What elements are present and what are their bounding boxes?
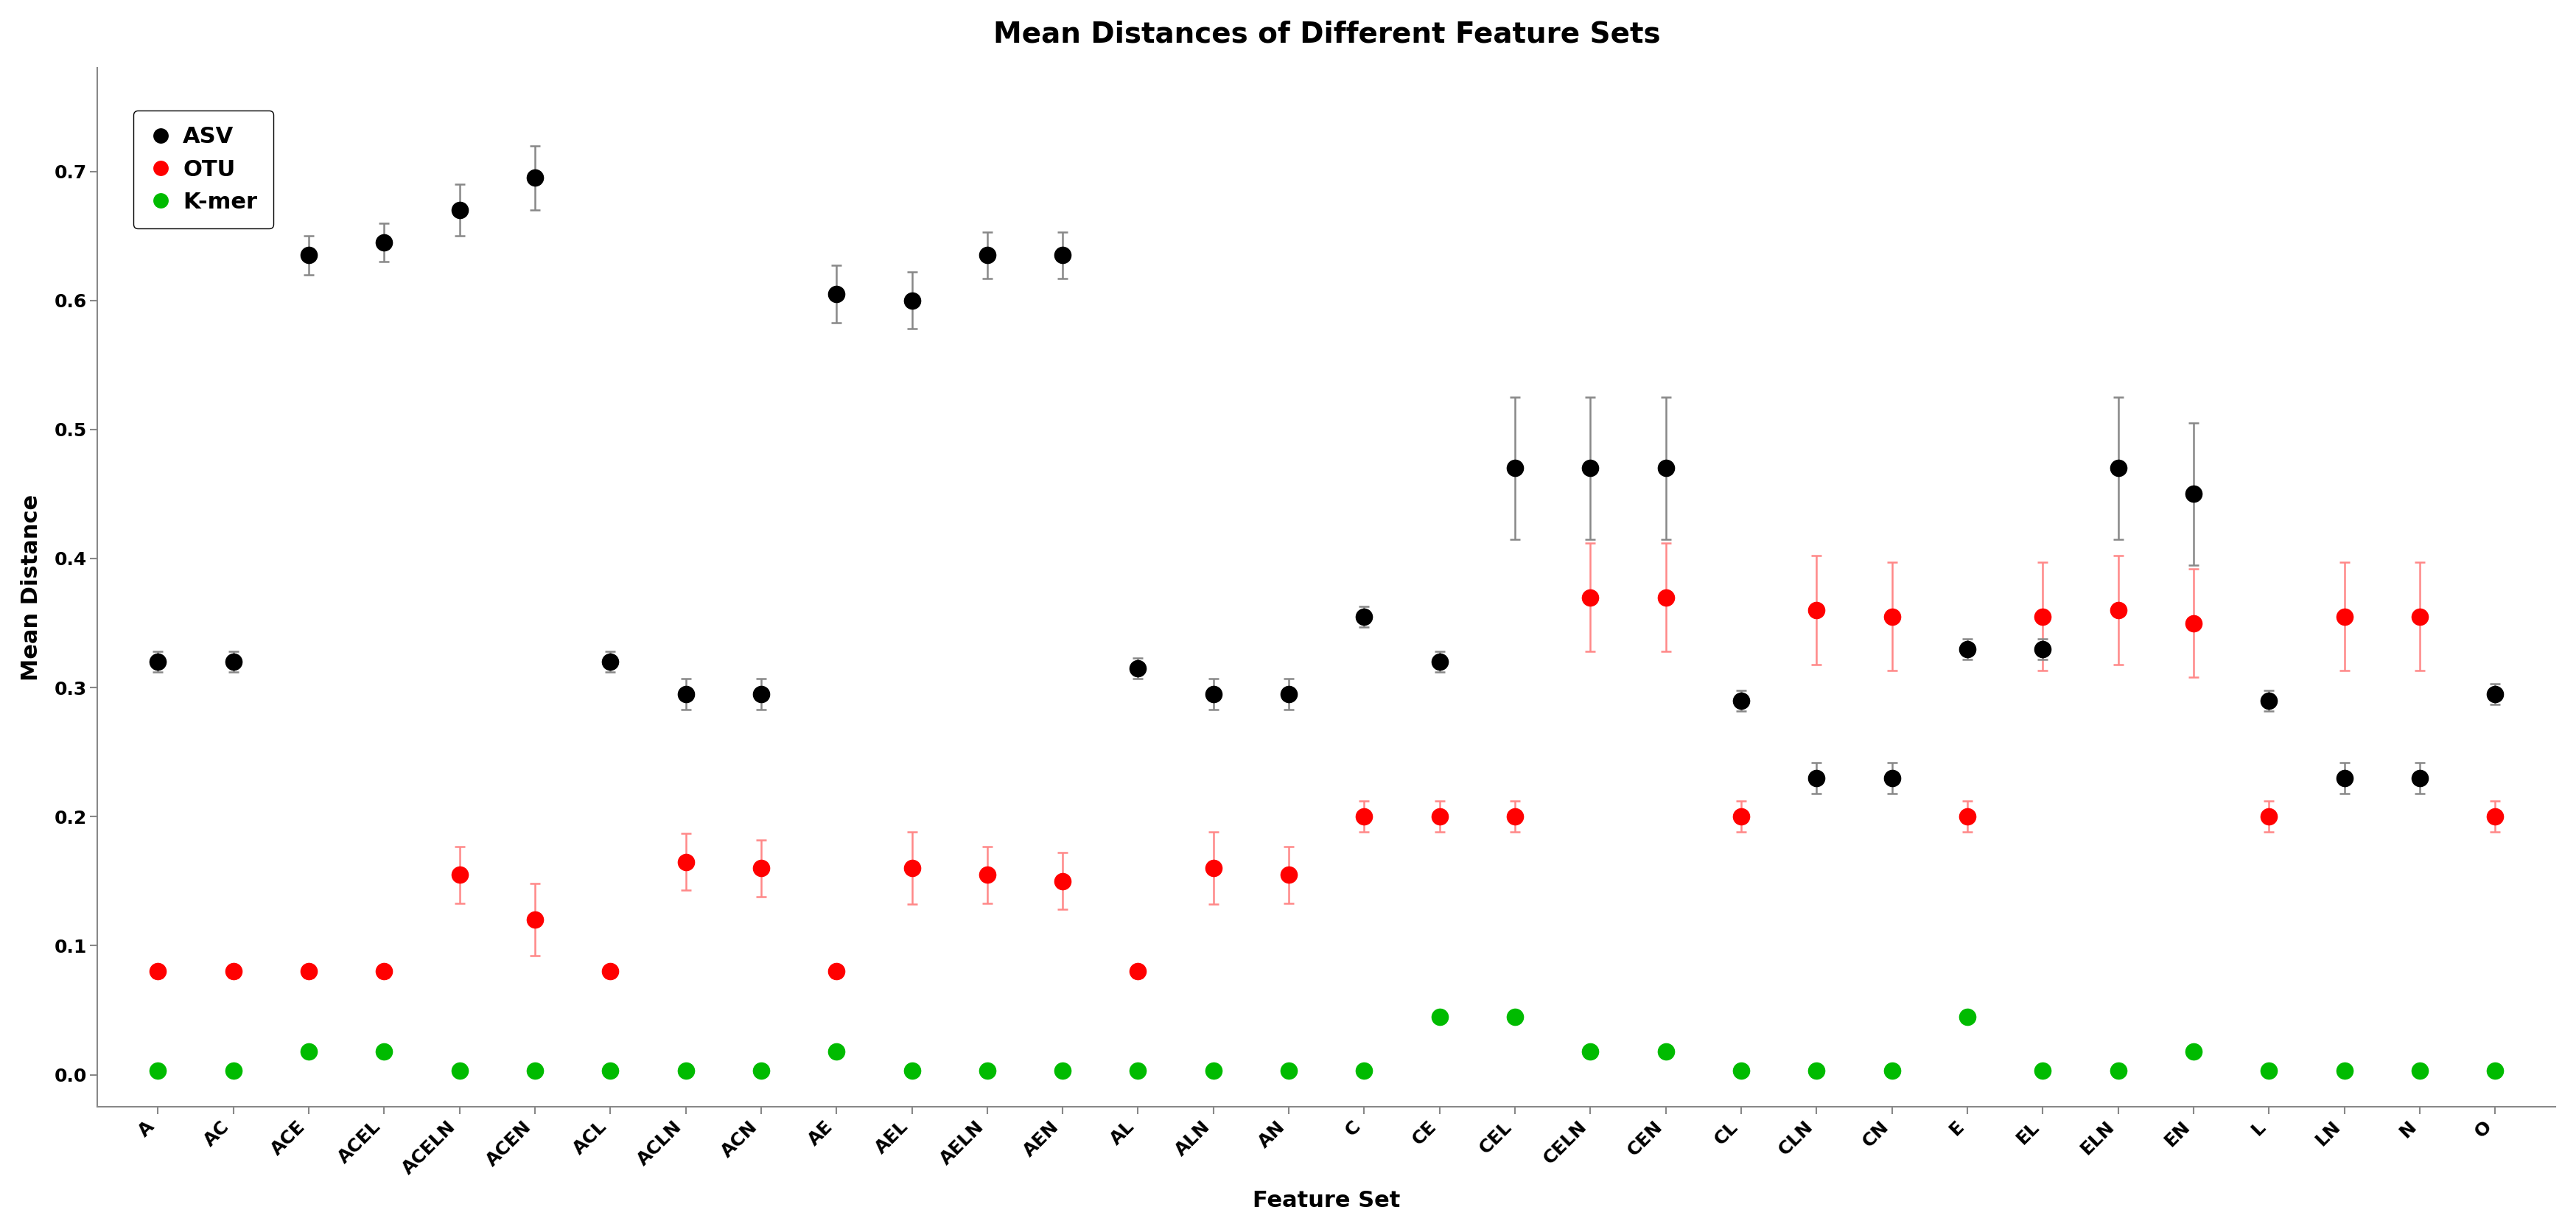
Y-axis label: Mean Distance: Mean Distance [21,494,41,681]
Title: Mean Distances of Different Feature Sets: Mean Distances of Different Feature Sets [992,21,1659,48]
Legend: ASV, OTU, K-mer: ASV, OTU, K-mer [134,111,273,229]
X-axis label: Feature Set: Feature Set [1252,1190,1401,1211]
